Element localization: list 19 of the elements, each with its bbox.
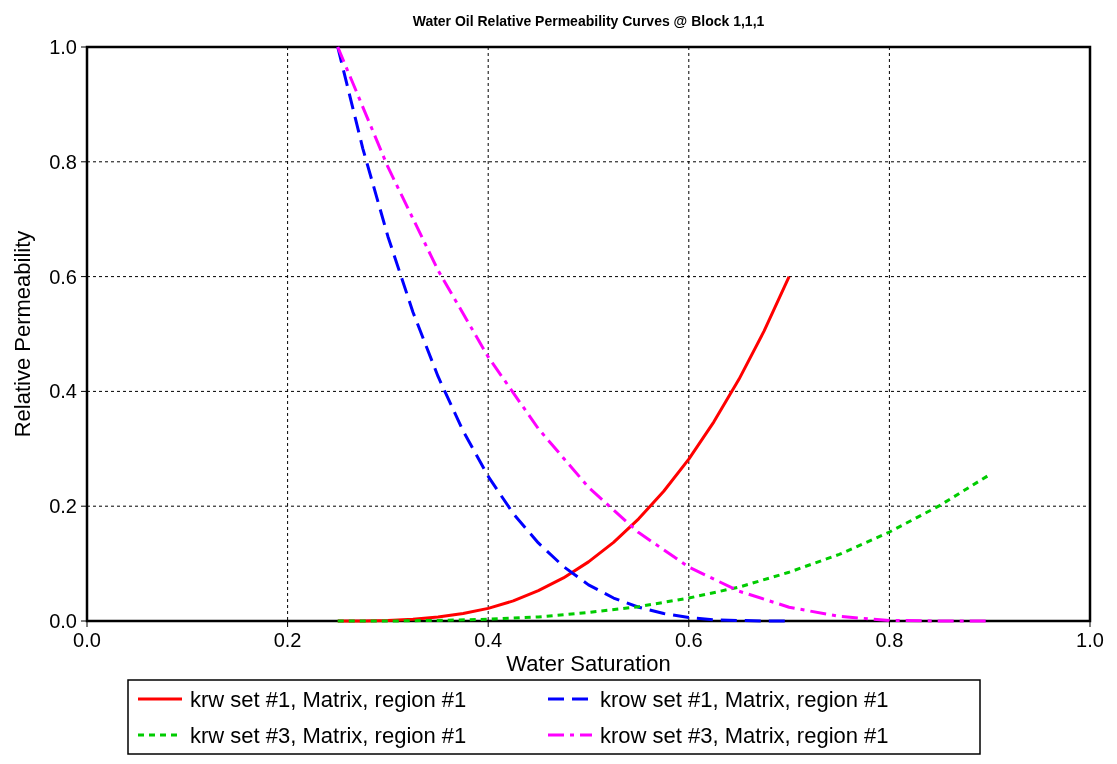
x-tick-label: 0.6	[674, 629, 703, 651]
y-tick-label: 0.2	[49, 495, 77, 518]
y-axis-title: Relative Permeability	[10, 230, 35, 438]
legend-label: krw set #1, Matrix, region #1	[190, 687, 467, 712]
x-tick-label: 0.4	[474, 629, 503, 651]
x-tick-label: 1.0	[1076, 629, 1104, 651]
legend-label: krw set #3, Matrix, region #1	[190, 723, 467, 748]
legend-label: krow set #1, Matrix, region #1	[600, 687, 889, 712]
y-tick-label: 0.8	[49, 150, 77, 173]
x-axis-title: Water Saturation	[506, 651, 671, 676]
chart-title: Water Oil Relative Permeability Curves @ Block 1,1,1	[412, 13, 765, 29]
x-tick-label: 0.0	[73, 629, 101, 651]
legend-label: krow set #3, Matrix, region #1	[600, 723, 889, 748]
y-tick-label: 0.4	[49, 380, 77, 403]
y-tick-label: 0.0	[49, 610, 77, 632]
y-tick-label: 0.6	[49, 265, 77, 288]
y-tick-label: 1.0	[49, 36, 77, 58]
x-tick-label: 0.2	[273, 629, 302, 651]
x-tick-label: 0.8	[875, 629, 904, 651]
